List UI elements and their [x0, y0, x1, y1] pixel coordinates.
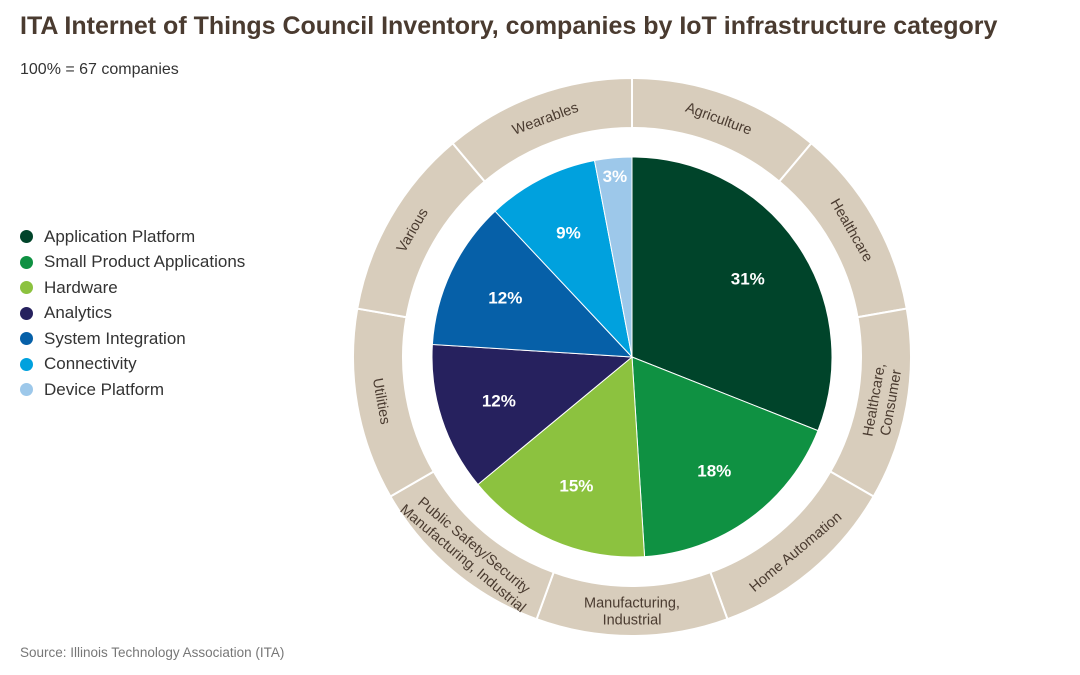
- legend-swatch-icon: [20, 255, 33, 269]
- legend-swatch-icon: [20, 383, 33, 397]
- pie-slice: [593, 156, 633, 358]
- pie-slice: [477, 355, 646, 558]
- legend-swatch-icon: [20, 281, 33, 295]
- slice-value-label: 3%: [603, 167, 628, 186]
- chart-subtitle: 100% = 67 companies: [20, 61, 179, 78]
- legend-item: Analytics: [20, 301, 245, 327]
- pie-slice: [631, 156, 833, 432]
- pie-slice: [631, 356, 819, 558]
- legend-label: Device Platform: [44, 379, 164, 399]
- legend-label: Analytics: [44, 303, 113, 323]
- pie-slice: [494, 159, 633, 359]
- legend-item: Small Product Applications: [20, 250, 245, 276]
- slice-value-label: 12%: [488, 288, 522, 307]
- ring-segment: [451, 76, 633, 183]
- slice-value-label: 9%: [556, 223, 581, 242]
- legend-swatch-icon: [20, 332, 33, 346]
- legend-label: Connectivity: [44, 354, 137, 374]
- ring-segment: [352, 307, 436, 498]
- ring-label: Manufacturing, Industrial: [584, 596, 680, 629]
- ring-label-line: Utilities: [369, 377, 393, 426]
- legend-swatch-icon: [20, 306, 33, 320]
- ring-label-line: Manufacturing,: [584, 596, 680, 612]
- ring-label: Utilities: [369, 377, 393, 426]
- legend-item: Application Platform: [20, 224, 245, 250]
- pie-slice: [431, 343, 634, 486]
- legend-item: Hardware: [20, 275, 245, 301]
- legend: Application Platform Small Product Appli…: [20, 224, 245, 403]
- slice-value-label: 31%: [731, 269, 765, 288]
- legend-label: Hardware: [44, 277, 118, 297]
- legend-label: Application Platform: [44, 226, 196, 246]
- slice-value-label: 18%: [697, 461, 731, 480]
- legend-label: Small Product Applications: [44, 252, 246, 272]
- legend-label: System Integration: [44, 328, 186, 348]
- ring-label-line: Industrial: [603, 613, 662, 629]
- source-note: Source: Illinois Technology Association …: [20, 645, 285, 660]
- slice-value-label: 15%: [559, 476, 593, 495]
- legend-item: Device Platform: [20, 377, 245, 403]
- pie-slice: [431, 210, 634, 358]
- legend-item: Connectivity: [20, 352, 245, 378]
- legend-item: System Integration: [20, 326, 245, 352]
- legend-swatch-icon: [20, 230, 33, 244]
- slice-value-label: 12%: [482, 391, 516, 410]
- chart-title: ITA Internet of Things Council Inventory…: [20, 12, 998, 40]
- legend-swatch-icon: [20, 357, 33, 371]
